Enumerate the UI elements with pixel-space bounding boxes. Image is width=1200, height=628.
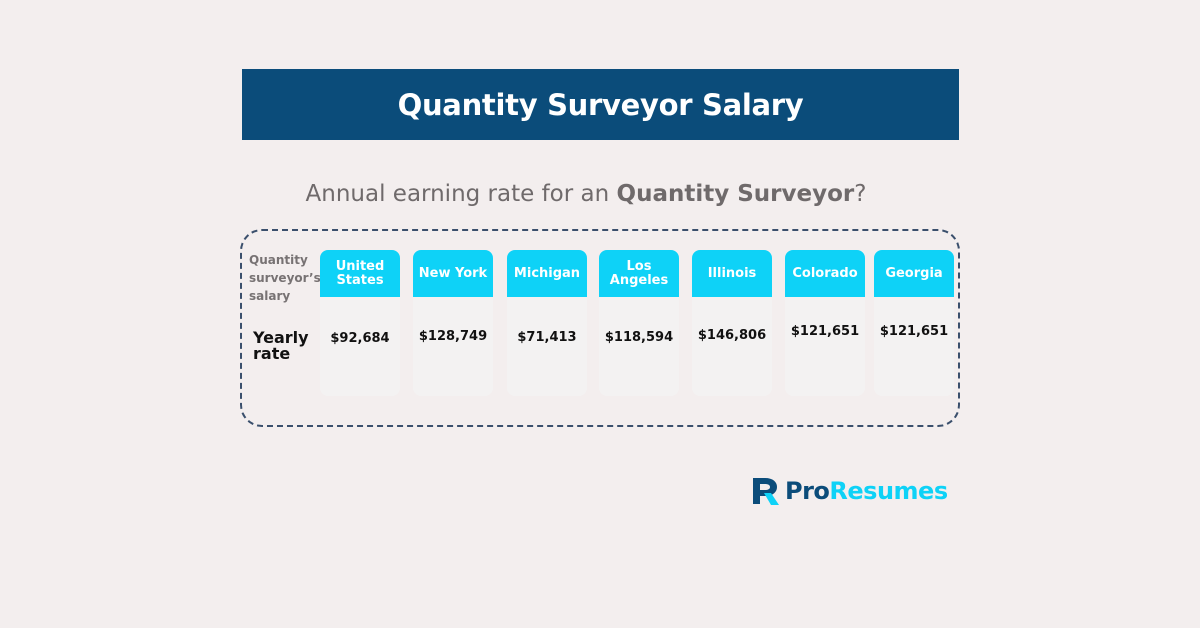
column-los-angeles: Los Angeles $118,594	[599, 250, 679, 396]
subtitle-suffix: ?	[854, 181, 867, 207]
column-value: $128,749	[418, 329, 488, 344]
column-value: $121,651	[790, 324, 860, 339]
logo-text-pro: Pro	[785, 477, 830, 505]
subtitle-prefix: Annual earning rate for an	[305, 181, 617, 207]
logo-text-resumes: Resumes	[829, 477, 948, 505]
column-georgia: Georgia $121,651	[874, 250, 954, 396]
column-united-states: United States $92,684	[320, 250, 400, 396]
subtitle: Annual earning rate for an Quantity Surv…	[0, 181, 1172, 207]
column-value: $92,684	[330, 331, 390, 346]
salary-table-frame	[240, 229, 960, 427]
row-header-label: Quantity surveyor’s salary	[249, 253, 321, 303]
column-new-york: New York $128,749	[413, 250, 493, 396]
column-value: $121,651	[879, 324, 949, 339]
page-title: Quantity Surveyor Salary	[397, 87, 804, 122]
column-header: Georgia	[874, 250, 954, 297]
column-colorado: Colorado $121,651	[785, 250, 865, 396]
column-header: Illinois	[692, 250, 772, 297]
column-header: Michigan	[507, 250, 587, 297]
column-header: New York	[413, 250, 493, 297]
title-banner: Quantity Surveyor Salary	[242, 69, 959, 140]
column-header: Los Angeles	[599, 250, 679, 297]
column-value: $118,594	[604, 330, 674, 345]
proresumes-mark-icon	[753, 478, 779, 505]
column-value: $146,806	[697, 328, 767, 343]
column-michigan: Michigan $71,413	[507, 250, 587, 396]
column-illinois: Illinois $146,806	[692, 250, 772, 396]
yearly-rate-label: Yearly rate	[253, 328, 309, 363]
column-header: United States	[320, 250, 400, 297]
column-value: $71,413	[517, 330, 577, 345]
proresumes-logo: Pro Resumes	[751, 474, 948, 508]
subtitle-bold: Quantity Surveyor	[616, 181, 855, 207]
column-header: Colorado	[785, 250, 865, 297]
